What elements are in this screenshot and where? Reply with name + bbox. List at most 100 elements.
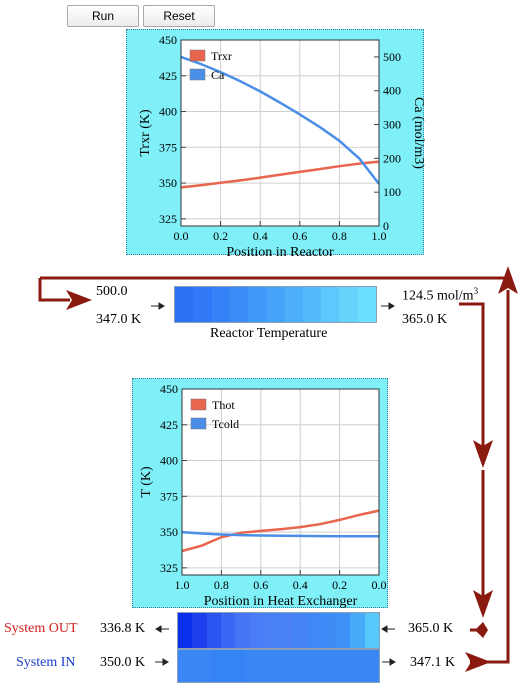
hot-strip-segment	[206, 613, 222, 648]
small-arrowhead	[158, 302, 165, 310]
hx-cold-stream-strip	[177, 649, 380, 683]
cold-strip-segment	[345, 650, 379, 682]
y-tick-label: 375	[159, 140, 177, 154]
y-tick-label: 350	[159, 176, 177, 190]
reactor-strip-segment	[229, 287, 249, 322]
system-out-label: System OUT	[4, 621, 78, 636]
hot-strip-segment	[350, 613, 365, 648]
y-tick-label: 425	[159, 69, 177, 83]
cold-strip-segment	[178, 650, 212, 682]
reactor-strip-segment	[193, 287, 212, 322]
reset-button[interactable]: Reset	[143, 5, 215, 27]
reactor-strip-segment	[248, 287, 267, 322]
hot-strip-segment	[235, 613, 250, 648]
cold-strip-segment	[312, 650, 346, 682]
hot-strip-segment	[292, 613, 308, 648]
x-tick-label: 0.2	[332, 578, 347, 592]
y-tick-label: 425	[160, 418, 178, 432]
small-arrowhead	[389, 658, 396, 666]
legend: Thot Tcold	[190, 398, 239, 431]
small-arrowhead	[381, 625, 388, 633]
y-tick-label: 350	[160, 525, 178, 539]
plot-area	[180, 39, 380, 227]
legend-entry: Ca	[211, 68, 225, 82]
small-arrowhead	[388, 302, 395, 310]
x-tick-label: 0.6	[253, 578, 268, 592]
flow-arrowhead	[498, 266, 518, 294]
legend: Trxr Ca	[189, 49, 232, 82]
hot-strip-segment	[249, 613, 265, 648]
y-axis-label: T (K)	[139, 466, 154, 498]
small-arrowhead	[162, 658, 169, 666]
y-axis-label: Trxr (K)	[138, 109, 153, 157]
x-tick-label: 0.8	[332, 229, 347, 243]
flow-arrowhead	[473, 590, 493, 618]
reactor-inlet-conc: 500.0	[96, 284, 128, 299]
run-button[interactable]: Run	[67, 5, 139, 27]
reactor-strip-segment	[339, 287, 358, 322]
y2-axis-label: Ca (mol/m3)	[411, 97, 425, 169]
x-tick-label: 1.0	[372, 229, 387, 243]
reactor-strip-label: Reactor Temperature	[210, 326, 328, 341]
plot-background	[182, 389, 379, 575]
x-tick-label: 0.4	[253, 229, 268, 243]
series-line-trxr	[180, 160, 380, 189]
flow-arrowhead	[465, 652, 491, 672]
flow-pipe	[459, 302, 485, 448]
y-tick-label: 325	[159, 212, 177, 226]
y-tick-label: 450	[159, 33, 177, 47]
reactor-outlet-temp: 365.0 K	[402, 312, 448, 327]
hx-hot-stream-strip	[177, 612, 380, 649]
hot-strip-segment	[221, 613, 236, 648]
reactor-inlet-temp: 347.0 K	[96, 312, 142, 327]
legend-entry: Tcold	[212, 417, 239, 431]
hot-strip-segment	[364, 613, 379, 648]
hx-cold-in-temp: 350.0 K	[100, 655, 146, 670]
x-tick-label: 0.0	[174, 229, 189, 243]
flow-arrowhead	[66, 290, 92, 310]
system-in-label: System IN	[16, 655, 76, 670]
hot-strip-segment	[307, 613, 322, 648]
y2-tick-label: 100	[383, 185, 401, 199]
hx-cold-out-temp: 347.1 K	[410, 655, 456, 670]
cold-strip-segment	[211, 650, 245, 682]
plot-frame	[180, 39, 380, 227]
legend-entry: Trxr	[211, 49, 232, 63]
flow-arrowhead	[473, 440, 493, 468]
x-tick-label: 0.6	[292, 229, 307, 243]
reactor-strip-segment	[284, 287, 303, 322]
plot-frame	[181, 388, 380, 576]
cold-strip-segment	[245, 650, 279, 682]
y2-tick-label: 300	[383, 118, 401, 132]
y-tick-label: 400	[160, 454, 178, 468]
y2-tick-label: 400	[383, 84, 401, 98]
flow-pipe	[38, 278, 70, 302]
x-axis-label: Position in Reactor	[226, 245, 334, 256]
plot-area	[181, 388, 380, 576]
reactor-outlet-conc: 124.5 mol/m3	[402, 286, 479, 304]
hot-strip-segment	[278, 613, 293, 648]
flow-pipe	[470, 290, 510, 664]
y2-tick-label: 0	[383, 219, 389, 233]
x-tick-label: 0.0	[372, 578, 387, 592]
reactor-strip-segment	[321, 287, 340, 322]
hx-chart: 1.0 0.8 0.6 0.4 0.2 0.0 325 350 375 400 425 450 Thot…	[139, 382, 387, 609]
reactor-chart: 0.0 0.2 0.4 0.6 0.8 1.0 325 350 375 400 425 450 0 100…	[138, 33, 425, 256]
legend-entry: Thot	[212, 398, 235, 412]
x-tick-label: 0.8	[214, 578, 229, 592]
hot-strip-segment	[192, 613, 207, 648]
reactor-temperature-strip	[174, 286, 377, 323]
hot-strip-segment	[321, 613, 336, 648]
hot-strip-segment	[335, 613, 351, 648]
series-line-tcold	[181, 530, 379, 538]
x-tick-label: 0.2	[213, 229, 228, 243]
y2-tick-label: 200	[383, 151, 401, 165]
y-tick-label: 450	[160, 382, 178, 396]
legend-swatch	[189, 68, 206, 81]
y2-tick-label: 500	[383, 50, 401, 64]
hx-hot-out-temp: 336.8 K	[100, 621, 146, 636]
reactor-strip-segment	[302, 287, 322, 322]
reactor-strip-segment	[357, 287, 376, 322]
plot-background	[181, 40, 379, 226]
hot-strip-segment	[264, 613, 279, 648]
